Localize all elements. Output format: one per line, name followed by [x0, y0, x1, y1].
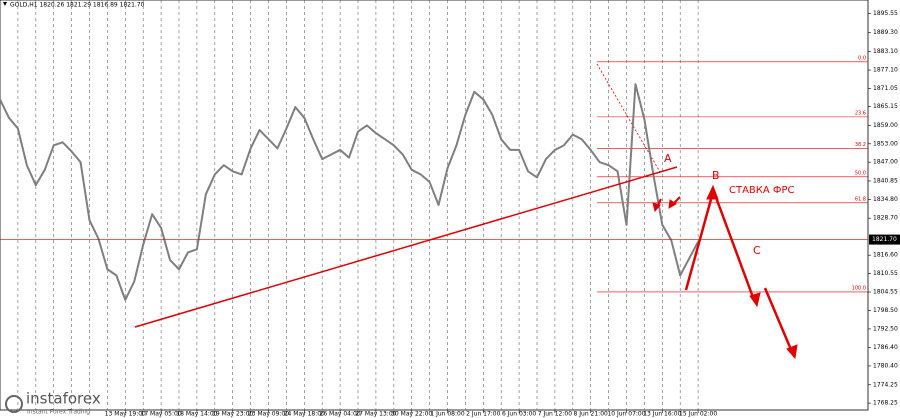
fib-label: 100.0 [852, 285, 866, 291]
x-tick-label: 23 May 09:00 [248, 411, 289, 418]
arrow-head [652, 202, 661, 213]
trend-line [134, 166, 678, 328]
y-tick-label: 1768.25 [873, 400, 898, 407]
x-tick-label: 6 Jun 03:00 [502, 411, 536, 418]
y-tick-label: 1871.05 [873, 85, 898, 92]
fib-label: 50.0 [855, 170, 866, 176]
x-tick-label: 10 Jun 07:00 [607, 411, 645, 418]
fib-label: 61.8 [855, 196, 866, 202]
annotation: A [664, 152, 672, 165]
y-tick-label: 1828.70 [873, 215, 898, 222]
y-tick-label: 1840.85 [873, 177, 898, 184]
watermark: instaforex Instant Forex Trading [5, 390, 101, 416]
x-tick-label: 1 Jun 08:00 [430, 411, 464, 418]
logo-icon [5, 395, 23, 413]
y-tick-label: 1847.00 [873, 159, 898, 166]
grid [17, 0, 699, 410]
y-tick-label: 1774.25 [873, 381, 898, 388]
arrow-head [786, 344, 798, 360]
drawings [134, 166, 798, 360]
x-tick-label: 30 May 22:00 [391, 411, 432, 418]
arrow [763, 287, 794, 353]
x-tick-label: 24 May 18:00 [284, 411, 325, 418]
x-tick-label: 18 May 14:00 [176, 411, 217, 418]
watermark-text: instaforex [26, 390, 101, 408]
y-tick-label: 1810.55 [873, 270, 898, 277]
fib-label: 0.0 [858, 55, 866, 61]
y-tick-label: 1877.10 [873, 67, 898, 74]
y-tick-label: 1786.40 [873, 344, 898, 351]
arrow [712, 191, 756, 301]
y-tick-label: 1804.55 [873, 289, 898, 296]
arrow [684, 191, 715, 291]
plot-frame [0, 0, 869, 411]
x-tick-label: 27 May 13:00 [355, 411, 396, 418]
annotation: B [712, 169, 720, 182]
x-tick-label: 13 May 19:00 [105, 411, 146, 418]
y-tick-label: 1798.50 [873, 307, 898, 314]
y-tick-label: 1883.10 [873, 48, 898, 55]
x-tick-label: 8 Jun 21:00 [574, 411, 608, 418]
y-tick-label: 1865.15 [873, 103, 898, 110]
arrow-head [749, 292, 761, 308]
annotation: C [753, 244, 761, 257]
y-tick-label: 1859.00 [873, 122, 898, 129]
arrow-head [668, 199, 677, 209]
x-tick-label: 2 Jun 17:00 [466, 411, 500, 418]
y-tick-label: 1792.50 [873, 325, 898, 332]
last-price-label: 1821.70 [872, 236, 897, 243]
y-tick-label: 1816.60 [873, 252, 898, 259]
x-tick-label: 17 May 05:00 [141, 411, 182, 418]
y-tick-label: 1834.80 [873, 196, 898, 203]
x-tick-label: 19 May 23:00 [212, 411, 253, 418]
x-tick-label: 15 Jun 02:00 [679, 411, 717, 418]
x-tick-label: 7 Jun 12:00 [538, 411, 572, 418]
x-tick-label: 26 May 04:00 [320, 411, 361, 418]
fib-label: 23.6 [855, 110, 866, 116]
title-icon [3, 2, 7, 6]
x-tick-label: 13 Jun 16:00 [643, 411, 681, 418]
y-tick-label: 1853.00 [873, 140, 898, 147]
price [0, 83, 699, 301]
y-tick-label: 1895.55 [873, 10, 898, 17]
y-tick-label: 1889.30 [873, 29, 898, 36]
last-price-box [869, 234, 900, 245]
fib-label: 38.2 [855, 142, 866, 148]
chart-title: GOLD,H1 1820.26 1821.29 1816.89 1821.70 [10, 2, 145, 9]
price-line [0, 83, 699, 301]
watermark-sub: Instant Forex Trading [27, 409, 90, 416]
y-tick-label: 1780.40 [873, 362, 898, 369]
annotation: СТАВКА ФРС [729, 185, 795, 196]
